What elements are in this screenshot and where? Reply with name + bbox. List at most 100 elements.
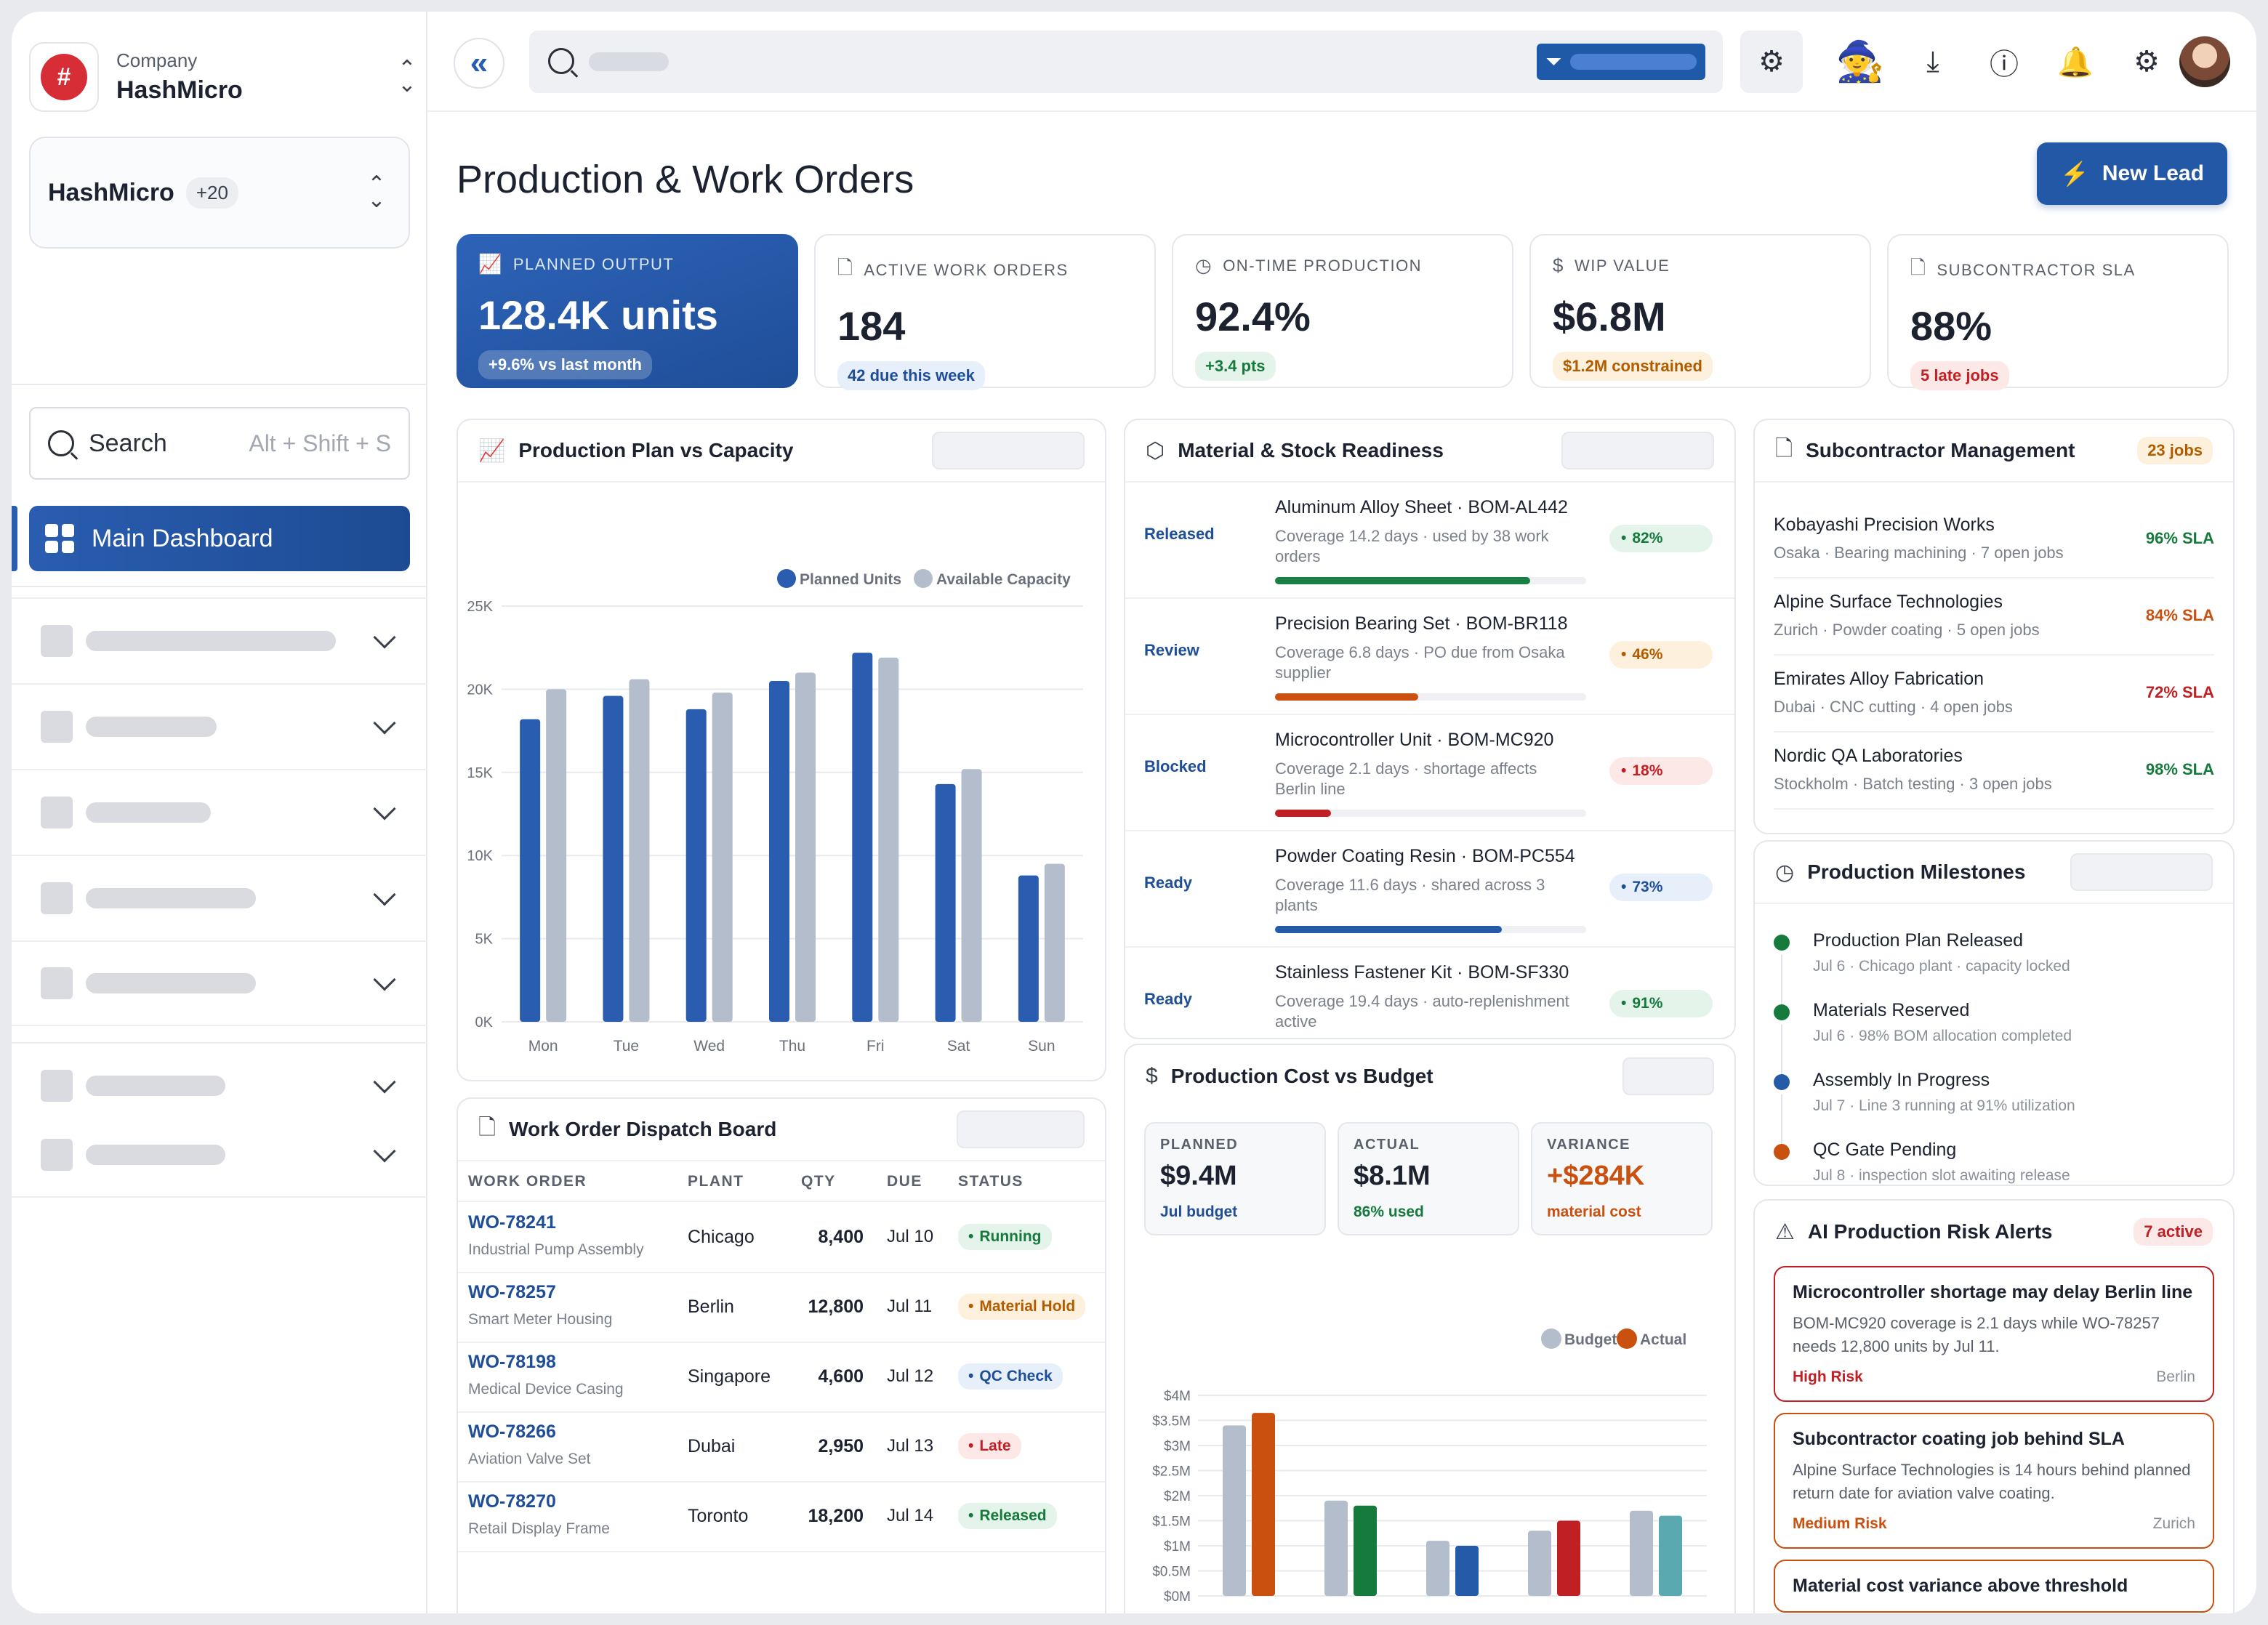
bar-capacity [1044, 863, 1065, 1022]
coverage-progress-bar [1275, 693, 1586, 701]
period-selector[interactable] [932, 432, 1085, 469]
chevron-down-icon [373, 1070, 396, 1094]
filter-selector[interactable] [957, 1110, 1085, 1148]
material-name: Stainless Fastener Kit · BOM-SF330 [1275, 962, 1569, 983]
y-tick-label: $1M [1164, 1539, 1191, 1555]
chevron-updown-icon[interactable]: ⌃ ⌄ [398, 57, 417, 97]
line-chart-icon: 📈 [478, 438, 506, 463]
coverage-badge: 73% [1609, 874, 1713, 901]
period-selector[interactable] [1622, 1057, 1714, 1095]
risk-alert[interactable]: Material cost variance above threshold [1774, 1560, 2214, 1613]
tenant-switcher[interactable]: HashMicro +20 ⌃ ⌄ [29, 137, 410, 249]
table-row[interactable]: WO-78257 Smart Meter Housing Berlin 12,800 J… [458, 1273, 1105, 1343]
sidebar-item-placeholder[interactable] [12, 683, 427, 769]
sidebar: # Company HashMicro ⌃ ⌄ HashMicro +20 ⌃ ⌄ … [12, 12, 427, 1613]
kpi-active-work-orders[interactable]: 🗋 ACTIVE WORK ORDERS 184 42 due this week [814, 234, 1156, 390]
material-description: Coverage 2.1 days · shortage affects Ber… [1275, 759, 1537, 798]
search-icon [48, 430, 74, 456]
global-search-input[interactable]: ⏷ [529, 31, 1723, 93]
collapse-sidebar-button[interactable]: « [454, 38, 504, 89]
sidebar-search[interactable]: Search Alt + Shift + S [29, 407, 410, 480]
sidebar-item-placeholder[interactable] [12, 1113, 427, 1198]
dollar-icon: $ [1553, 254, 1564, 276]
table-row[interactable]: WO-78198 Medical Device Casing Singapore 4,… [458, 1343, 1105, 1413]
chevron-updown-icon[interactable]: ⌃ ⌄ [367, 172, 386, 212]
help-icon[interactable]: ⓘ [1990, 49, 2019, 81]
work-order-id[interactable]: WO-78270 [468, 1491, 556, 1512]
y-tick-label: 25K [467, 599, 493, 615]
coverage-progress-bar [1275, 926, 1586, 933]
bar-planned [685, 709, 707, 1022]
sidebar-item-main-dashboard[interactable]: Main Dashboard [29, 506, 410, 571]
document-icon: 🗋 [1775, 436, 1793, 461]
work-order-id[interactable]: WO-78266 [468, 1422, 556, 1442]
bell-icon[interactable]: 🔔 [2057, 46, 2094, 78]
filter-icon: ⏷ [1545, 49, 1562, 73]
wizard-hat-icon[interactable]: 🧙 [1835, 39, 1885, 84]
bar-planned [769, 680, 789, 1022]
risk-alert[interactable]: Microcontroller shortage may delay Berli… [1774, 1266, 2214, 1402]
kpi-planned-output[interactable]: 📈 PLANNED OUTPUT 128.4K units +9.6% vs la… [457, 234, 798, 388]
alert-body: Alpine Surface Technologies is 14 hours … [1793, 1461, 2191, 1502]
cost-budget-chart: $0M$0.5M$1M$1.5M$2M$2.5M$3M$3.5M$4MMater… [1152, 1328, 1707, 1605]
qty-cell: 12,800 [808, 1297, 864, 1317]
status-badge: Late [958, 1433, 1021, 1459]
material-description: Coverage 14.2 days · used by 38 work ord… [1275, 527, 1549, 565]
risk-alert[interactable]: Subcontractor coating job behind SLA Alpi… [1774, 1413, 2214, 1549]
sidebar-item-placeholder[interactable] [12, 855, 427, 940]
avatar[interactable] [2179, 36, 2230, 87]
table-header: WORK ORDER PLANT QTY DUE STATUS [458, 1161, 1105, 1202]
material-name: Aluminum Alloy Sheet · BOM-AL442 [1275, 497, 1568, 517]
plant-cell: Berlin [688, 1297, 734, 1317]
material-row[interactable]: Review Precision Bearing Set · BOM-BR118 C… [1125, 599, 1734, 715]
sidebar-item-placeholder[interactable] [12, 940, 427, 1026]
dashboard-grid-icon [45, 524, 74, 553]
y-tick-label: 10K [467, 848, 493, 864]
material-description: Coverage 19.4 days · auto-replenishment … [1275, 992, 1569, 1031]
material-row[interactable]: Ready Powder Coating Resin · BOM-PC554 Cov… [1125, 831, 1734, 948]
work-order-id[interactable]: WO-78241 [468, 1212, 556, 1233]
kpi-on-time-production[interactable]: ◷ ON-TIME PRODUCTION 92.4% +3.4 pts [1172, 234, 1513, 388]
table-row[interactable]: WO-78241 Industrial Pump Assembly Chicago 8… [458, 1203, 1105, 1273]
subcontractor-row[interactable]: Nordic QA Laboratories Stockholm · Batch … [1774, 734, 2214, 810]
coverage-progress-bar [1275, 810, 1586, 817]
status-badge: Running [958, 1224, 1052, 1250]
search-filter-button[interactable]: ⏷ [1537, 44, 1705, 80]
milestone-dot [1774, 935, 1790, 951]
bar-planned [603, 695, 624, 1022]
coverage-badge: 82% [1609, 525, 1713, 552]
download-icon[interactable]: ⤓ [1926, 45, 1939, 78]
work-order-name: Aviation Valve Set [468, 1451, 591, 1467]
x-tick-label: Wed [693, 1038, 725, 1055]
gear-icon[interactable]: ⚙ [2134, 46, 2160, 78]
new-lead-button[interactable]: ⚡ New Lead [2037, 142, 2227, 205]
sidebar-item-placeholder[interactable] [12, 1042, 427, 1128]
sidebar-item-placeholder[interactable] [12, 769, 427, 855]
kpi-wip-value[interactable]: $ WIP VALUE $6.8M $1.2M constrained [1529, 234, 1871, 388]
kpi-subcontractor-sla[interactable]: 🗋 SUBCONTRACTOR SLA 88% 5 late jobs [1887, 234, 2229, 390]
period-selector[interactable] [2070, 853, 2213, 891]
sla-value: 98% SLA [2145, 760, 2214, 778]
sidebar-item-placeholder[interactable] [12, 597, 427, 683]
work-order-name: Retail Display Frame [468, 1520, 610, 1537]
subcontractor-row[interactable]: Alpine Surface Technologies Zurich · Powd… [1774, 580, 2214, 656]
work-order-id[interactable]: WO-78257 [468, 1282, 556, 1302]
table-row[interactable]: WO-78266 Aviation Valve Set Dubai 2,950 Jul … [458, 1413, 1105, 1483]
kpi-badge: 42 due this week [837, 361, 985, 390]
y-tick-label: $0M [1164, 1589, 1191, 1605]
material-row[interactable]: Ready Stainless Fastener Kit · BOM-SF330 C… [1125, 948, 1734, 1038]
material-row[interactable]: Released Aluminum Alloy Sheet · BOM-AL442… [1125, 483, 1734, 599]
sliders-icon[interactable]: ⚙ [1740, 31, 1803, 93]
table-row[interactable]: WO-78270 Retail Display Frame Toronto 18,20… [458, 1483, 1105, 1552]
work-order-id[interactable]: WO-78198 [468, 1352, 556, 1372]
subcontractor-row[interactable]: Emirates Alloy Fabrication Dubai · CNC cu… [1774, 657, 2214, 733]
filter-selector[interactable] [1561, 432, 1714, 469]
subcontractor-row[interactable]: Kobayashi Precision Works Osaka · Bearing… [1774, 503, 2214, 578]
search-label: Search [89, 429, 167, 457]
risk-level: High Risk [1793, 1368, 1863, 1385]
material-row[interactable]: Blocked Microcontroller Unit · BOM-MC920 C… [1125, 715, 1734, 831]
qty-cell: 8,400 [818, 1227, 864, 1247]
company-switcher[interactable]: # Company HashMicro ⌃ ⌄ [29, 41, 422, 113]
x-tick-label: Mon [528, 1038, 558, 1055]
milestone-item: Assembly In Progress Jul 7 · Line 3 runni… [1774, 1070, 2214, 1145]
